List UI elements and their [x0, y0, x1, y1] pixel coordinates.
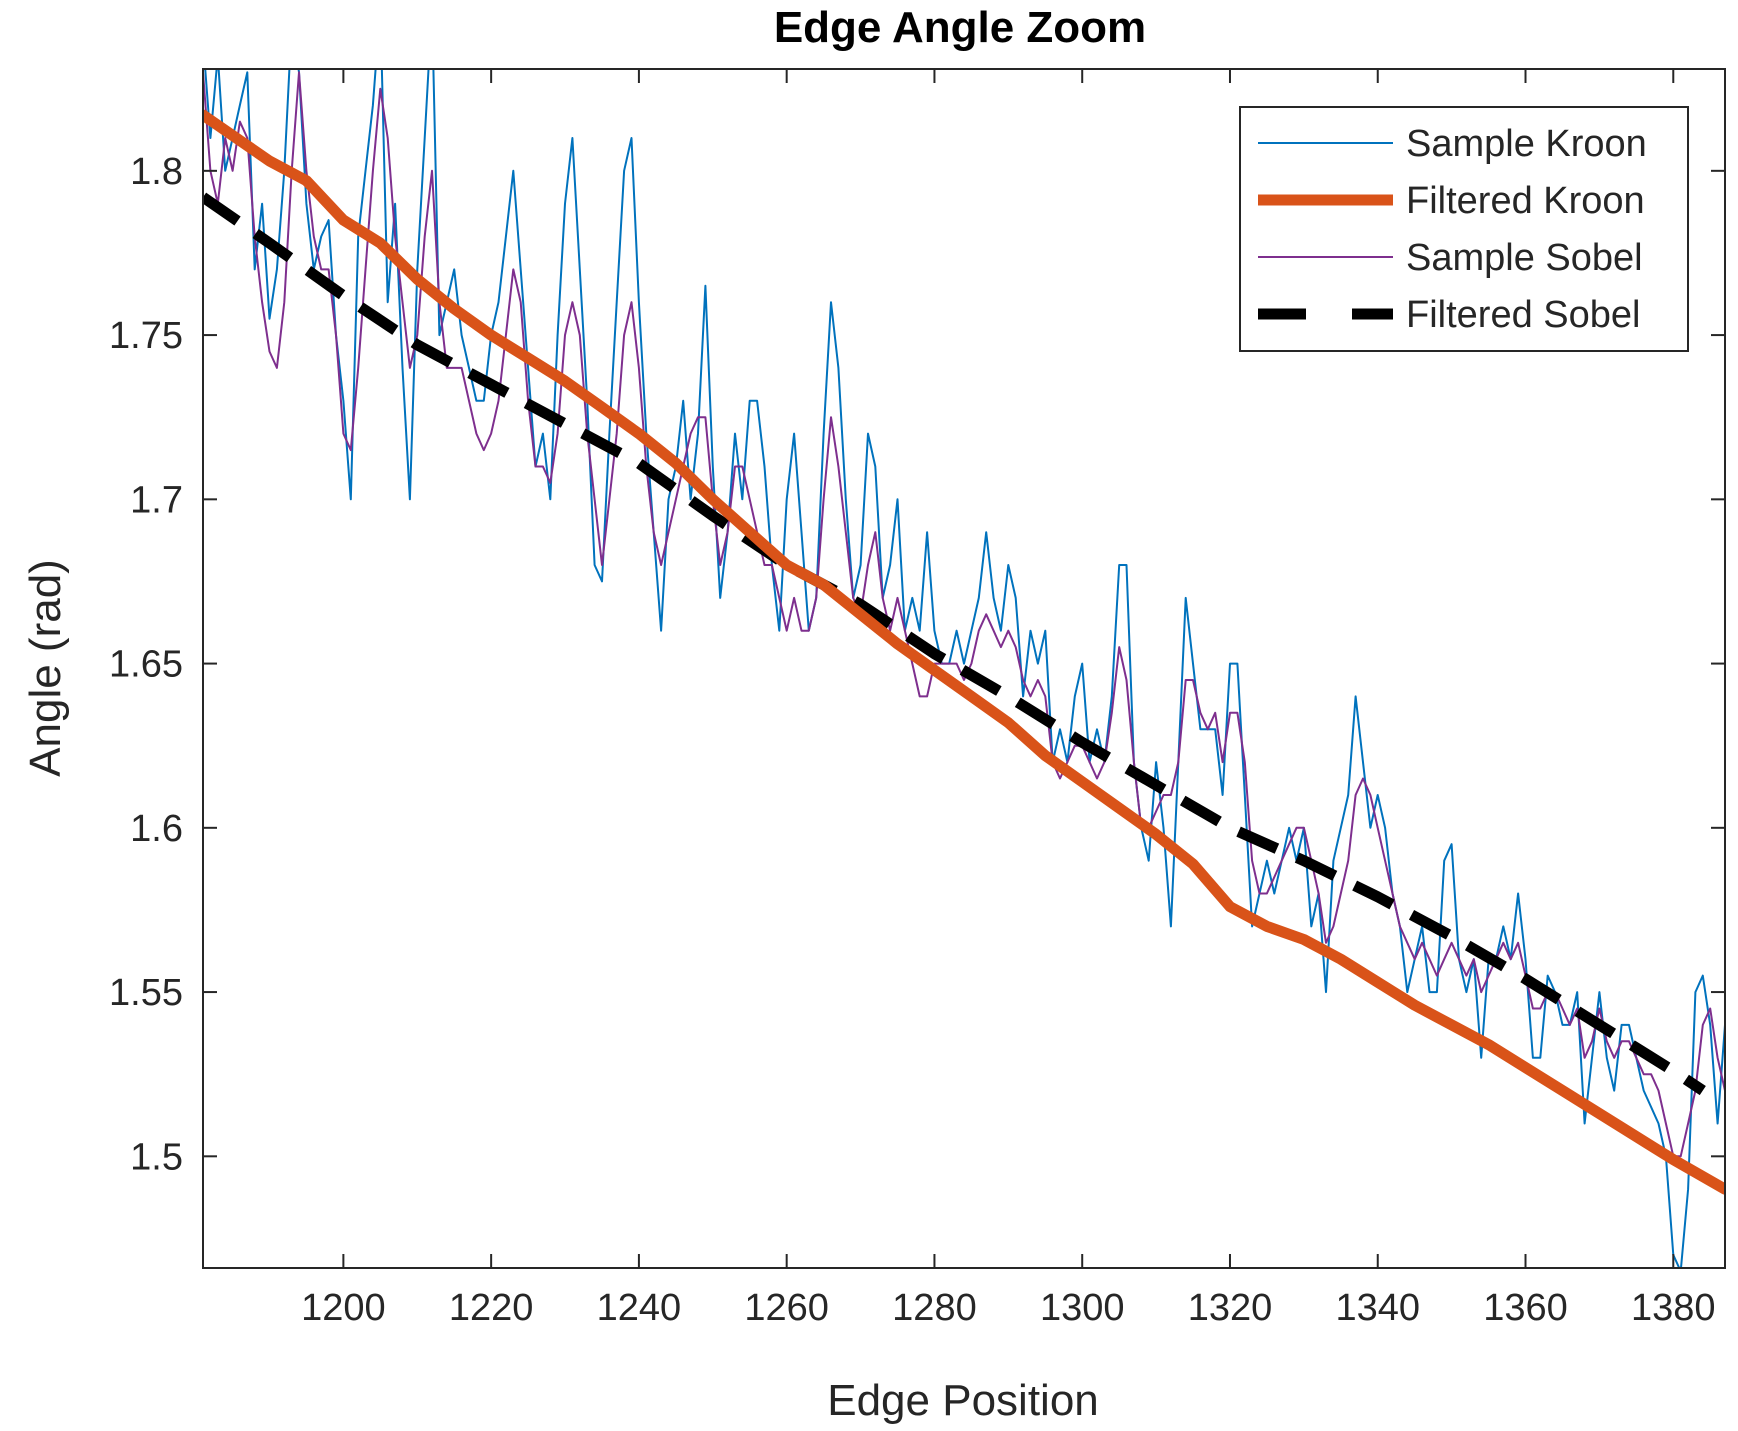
legend-box: [1239, 106, 1689, 352]
x-tick-label: 1240: [597, 1287, 682, 1329]
x-tick-label: 1220: [449, 1287, 534, 1329]
series-line-filtered-kroon: [203, 109, 1725, 1195]
x-tick-label: 1200: [301, 1287, 386, 1329]
x-tick-label: 1340: [1335, 1287, 1420, 1329]
x-tick-label: 1380: [1631, 1287, 1716, 1329]
y-axis-label: Angle (rad): [21, 559, 70, 777]
x-axis: 1200 1220 1240 1260 1280 1300 1320 1340 1360 1380: [301, 69, 1716, 1329]
series-line-sample-kroon: [204, 69, 1725, 1268]
legend-label: Filtered Kroon: [1406, 180, 1645, 222]
legend-label: Sample Kroon: [1406, 123, 1647, 165]
x-tick-label: 1280: [892, 1287, 977, 1329]
x-tick-label: 1320: [1188, 1287, 1273, 1329]
series-line-sample-sobel: [203, 71, 1725, 1158]
legend-label: Sample Sobel: [1406, 237, 1643, 279]
y-tick-label: 1.7: [130, 479, 183, 521]
y-axis: 1.5 1.55 1.6 1.65 1.7 1.75 1.8: [109, 151, 1725, 1178]
y-tick-label: 1.75: [109, 315, 183, 357]
series-line-filtered-sobel: [203, 192, 1706, 1096]
x-tick-label: 1300: [1040, 1287, 1125, 1329]
x-tick-label: 1360: [1483, 1287, 1568, 1329]
y-tick-label: 1.65: [109, 644, 183, 686]
legend: Sample Kroon Filtered Kroon Sample Sobel Fi…: [1239, 106, 1689, 352]
y-tick-label: 1.55: [109, 972, 183, 1014]
plot-frame: [202, 68, 1726, 1269]
y-tick-label: 1.5: [130, 1136, 183, 1178]
y-tick-label: 1.8: [130, 151, 183, 193]
y-tick-label: 1.6: [130, 808, 183, 850]
legend-label: Filtered Sobel: [1406, 294, 1640, 336]
x-axis-label: Edge Position: [827, 1376, 1099, 1425]
series-layer: [203, 69, 1725, 1268]
chart-title: Edge Angle Zoom: [774, 3, 1146, 52]
x-tick-label: 1260: [744, 1287, 829, 1329]
